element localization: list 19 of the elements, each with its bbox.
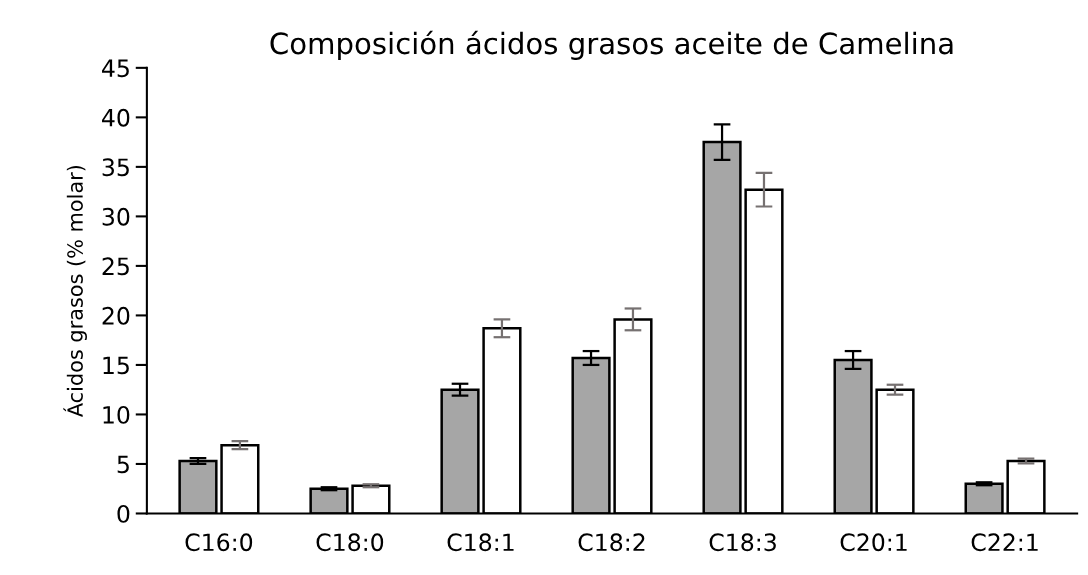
x-tick-label: C18:2	[578, 533, 645, 552]
y-tick-label: 30	[102, 207, 130, 226]
x-tick-label: C18:0	[316, 533, 384, 552]
y-tick-label: 20	[102, 306, 130, 325]
y-tick-label: 40	[102, 108, 130, 127]
y-tick-label: 10	[103, 405, 130, 424]
y-tick-label: 15	[103, 356, 129, 375]
x-tick-label: C22:1	[971, 533, 1038, 552]
y-tick-label: 45	[102, 59, 129, 78]
x-tick-label: C16:0	[185, 533, 253, 552]
y-tick-label: 0	[117, 504, 130, 523]
y-tick-label: 35	[102, 158, 129, 177]
x-tick-label: C18:1	[447, 533, 514, 552]
y-axis-title: Ácidos grasos (% molar)	[63, 165, 87, 418]
chart-title: Composición ácidos grasos aceite de Camelina	[270, 30, 953, 61]
y-tick-label: 5	[117, 455, 129, 474]
y-tick-label: 25	[102, 257, 129, 276]
x-tick-label: C20:1	[840, 533, 907, 552]
x-tick-label: C18:3	[709, 533, 776, 552]
